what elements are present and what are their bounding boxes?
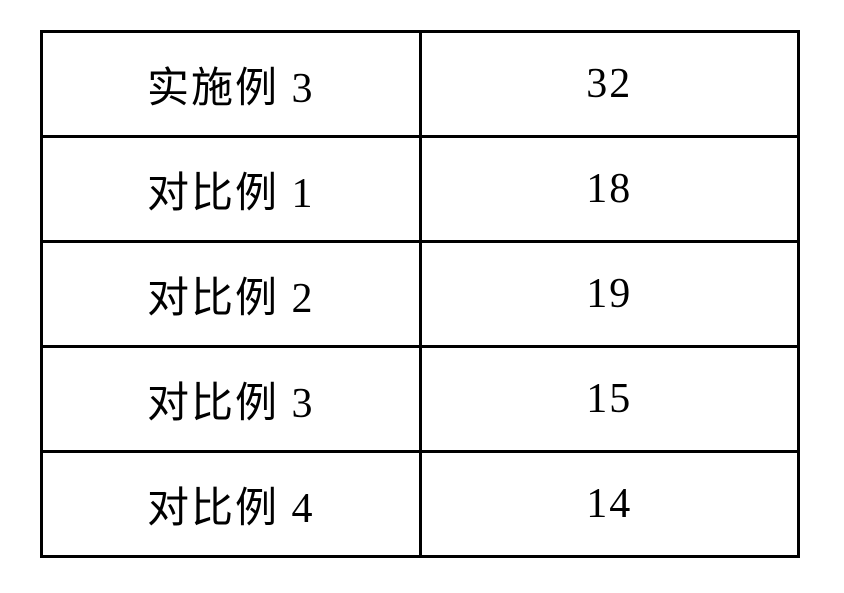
row-label: 对比例 3 (42, 347, 421, 452)
row-value: 32 (420, 32, 799, 137)
row-label: 实施例 3 (42, 32, 421, 137)
row-value: 19 (420, 242, 799, 347)
table-row: 对比例 2 19 (42, 242, 799, 347)
table-row: 实施例 3 32 (42, 32, 799, 137)
table-body: 实施例 3 32 对比例 1 18 对比例 2 19 对比例 3 15 对比例 … (42, 32, 799, 557)
row-value: 14 (420, 452, 799, 557)
table-row: 对比例 3 15 (42, 347, 799, 452)
data-table: 实施例 3 32 对比例 1 18 对比例 2 19 对比例 3 15 对比例 … (40, 30, 800, 558)
table-row: 对比例 1 18 (42, 137, 799, 242)
row-label: 对比例 2 (42, 242, 421, 347)
row-label: 对比例 1 (42, 137, 421, 242)
row-label: 对比例 4 (42, 452, 421, 557)
table-container: 实施例 3 32 对比例 1 18 对比例 2 19 对比例 3 15 对比例 … (0, 0, 844, 588)
table-row: 对比例 4 14 (42, 452, 799, 557)
row-value: 18 (420, 137, 799, 242)
row-value: 15 (420, 347, 799, 452)
